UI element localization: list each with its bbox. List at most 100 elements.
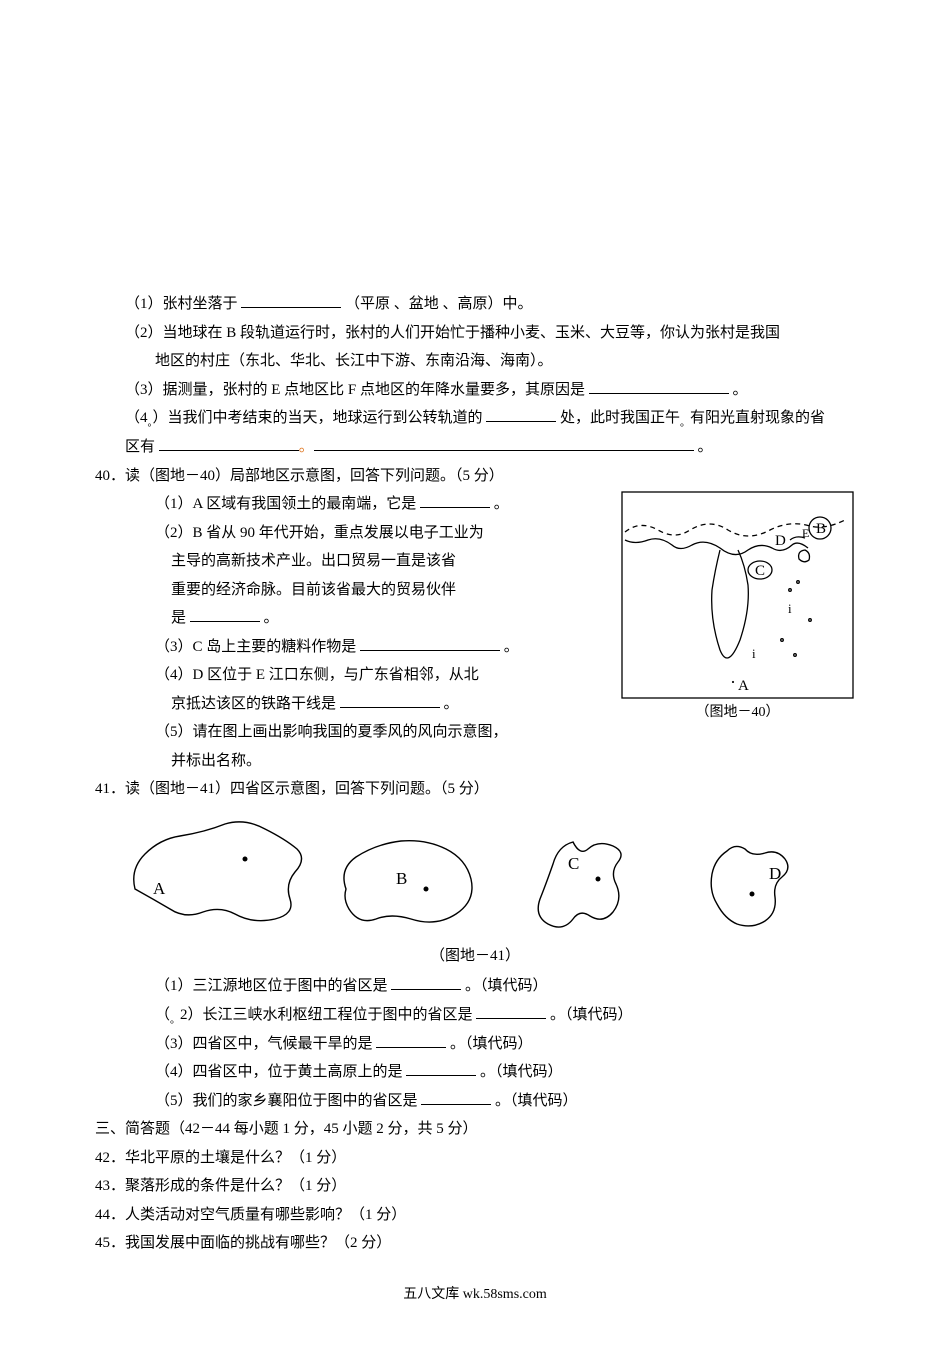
q41-sub4-blank	[406, 1061, 476, 1076]
q41-sub3: （3）四省区中，气候最干旱的是 。（填代码）	[95, 1030, 855, 1059]
q39-sub4-b-orange: 。	[299, 439, 314, 455]
q40-sub1-post: 。	[494, 496, 509, 512]
q40-textcol: （1）A 区域有我国领土的最南端，它是 。 （2）B 省从 90 年代开始，重点…	[95, 490, 606, 775]
q39-sub4-b: 区有 。 。	[95, 433, 855, 462]
map40-label-E: E	[802, 526, 809, 540]
q41-map-B: B	[330, 829, 482, 934]
q40-sub5-b: 并标出名称。	[95, 747, 606, 776]
q39-sub4-b-pre: 区有	[125, 439, 155, 455]
map-40-svg: B C D E i i · A	[620, 490, 855, 700]
q40-sub4-b-post: 。	[444, 696, 459, 712]
map-B-svg: B	[331, 829, 481, 934]
q41-sub5: （5）我们的家乡襄阳位于图中的省区是 。（填代码）	[95, 1087, 855, 1116]
q39-sub1: （1）张村坐落于 （平原 、盆地 、高原）中。	[95, 290, 855, 319]
q41-sub1-post: 。（填代码）	[465, 978, 548, 994]
q39-sub4-blank1	[486, 407, 556, 422]
q41-maps-row: A B C	[95, 804, 855, 938]
q39-sub1-post: （平原 、盆地 、高原）中。	[345, 296, 533, 312]
q40-sub2-b: 主导的高新技术产业。出口贸易一直是该省	[95, 547, 606, 576]
q41-sub2-blank	[476, 1003, 546, 1018]
map40-label-i1: i	[788, 601, 792, 616]
q39-sub2-b: 地区的村庄（东北、华北、长江中下游、东南沿海、海南）。	[95, 347, 855, 376]
map-A-svg: A	[125, 814, 310, 934]
q41-sub5-post: 。（填代码）	[495, 1093, 578, 1109]
q41-maps-caption: （图地－41）	[95, 938, 855, 973]
q41-sub2: （。2）长江三峡水利枢纽工程位于图中的省区是 。（填代码）	[95, 1001, 855, 1030]
q40-sub2-d-post: 。	[264, 610, 279, 626]
q39-sub4-b-post: 。	[698, 439, 713, 455]
q41-sub1-blank	[391, 975, 461, 990]
q39-sub3-pre: （3）据测量，张村的 E 点地区比 F 点地区的年降水量要多，其原因是	[125, 382, 585, 398]
q40-sub4-blank	[340, 692, 440, 707]
q41-sub4: （4）四省区中，位于黄土高原上的是 。（填代码）	[95, 1058, 855, 1087]
q41-map-A: A	[125, 814, 310, 934]
q41-map-C: C	[502, 834, 654, 934]
q43: 43．聚落形成的条件是什么？（1 分）	[95, 1172, 855, 1201]
map-C-label: C	[568, 854, 579, 873]
q41-sub3-post: 。（填代码）	[450, 1036, 533, 1052]
q40-sub2-d-pre: 是	[171, 610, 186, 626]
q40-sub2-c: 重要的经济命脉。目前该省最大的贸易伙伴	[95, 576, 606, 605]
q39-sub4-a-pre: （4	[125, 410, 148, 426]
q40-stem: 40．读（图地－40）局部地区示意图，回答下列问题。（5 分）	[95, 462, 855, 491]
q41-sub4-pre: （4）四省区中，位于黄土高原上的是	[155, 1064, 403, 1080]
q40-sub3-post: 。	[504, 639, 519, 655]
q41-sub1-pre: （1）三江源地区位于图中的省区是	[155, 978, 388, 994]
map-C-svg: C	[518, 834, 638, 934]
q39-sub4-a-mid: ）当我们中考结束的当天，地球运行到公转轨道的	[153, 410, 483, 426]
map40-label-C: C	[755, 563, 765, 579]
page-footer: 五八文库 wk.58sms.com	[95, 1258, 855, 1309]
q40-sub4-b-pre: 京抵达该区的铁路干线是	[171, 696, 336, 712]
q40-sub1-blank	[420, 493, 490, 508]
q41-map-D: D	[673, 839, 825, 934]
map40-label-i2: i	[752, 646, 756, 661]
q41-stem: 41．读（图地－41）四省区示意图，回答下列问题。（5 分）	[95, 775, 855, 804]
q41-sub2-post: 。（填代码）	[550, 1007, 633, 1023]
section3-heading: 三、简答题（42－44 每小题 1 分，45 小题 2 分，共 5 分）	[95, 1115, 855, 1144]
q41-sub2-pre-dot: 。	[170, 1015, 180, 1026]
q44: 44．人类活动对空气质量有哪些影响？（1 分）	[95, 1201, 855, 1230]
q41-sub2-pre-a: （	[155, 1007, 170, 1023]
q41-sub1: （1）三江源地区位于图中的省区是 。（填代码）	[95, 972, 855, 1001]
q40-sub3: （3）C 岛上主要的糖料作物是 。	[95, 633, 606, 662]
q39-sub4-blank2	[159, 436, 299, 451]
q39-sub1-blank	[241, 293, 341, 308]
q41-sub4-post: 。（填代码）	[480, 1064, 563, 1080]
q39-sub4-a-post: 处，此时我国正午	[560, 410, 680, 426]
q40-body: （1）A 区域有我国领土的最南端，它是 。 （2）B 省从 90 年代开始，重点…	[95, 490, 855, 775]
q40-sub1-pre: （1）A 区域有我国领土的最南端，它是	[155, 496, 416, 512]
q40-figure: B C D E i i · A （图地－40）	[620, 490, 855, 727]
q39-sub4-a: （4。）当我们中考结束的当天，地球运行到公转轨道的 处，此时我国正午。有阳光直射…	[95, 404, 855, 433]
q42: 42．华北平原的土壤是什么？（1 分）	[95, 1144, 855, 1173]
q41-sub3-blank	[376, 1032, 446, 1047]
q40-sub1: （1）A 区域有我国领土的最南端，它是 。	[95, 490, 606, 519]
q40-fig-caption: （图地－40）	[620, 700, 855, 727]
q41-sub5-blank	[421, 1089, 491, 1104]
q39-sub4-blank3	[314, 436, 694, 451]
map-A-label: A	[153, 879, 166, 898]
q40-sub4-b: 京抵达该区的铁路干线是 。	[95, 690, 606, 719]
q39-sub1-pre: （1）张村坐落于	[125, 296, 238, 312]
map40-label-D: D	[775, 533, 786, 549]
exam-page: （1）张村坐落于 （平原 、盆地 、高原）中。 （2）当地球在 B 段轨道运行时…	[0, 0, 950, 1368]
map-B-label: B	[396, 869, 407, 888]
q39-sub4-a-tail: 有阳光直射现象的省	[690, 410, 825, 426]
q40-sub3-pre: （3）C 岛上主要的糖料作物是	[155, 639, 356, 655]
q39-sub3-blank	[589, 378, 729, 393]
q40-sub2-blank	[190, 607, 260, 622]
q41-sub5-pre: （5）我们的家乡襄阳位于图中的省区是	[155, 1093, 418, 1109]
q40-sub3-blank	[360, 635, 500, 650]
map40-label-A-dot: ·	[730, 672, 736, 692]
map40-label-B: B	[816, 521, 826, 537]
map40-label-A: A	[738, 678, 749, 694]
q39-sub4-a-dot2: 。	[680, 418, 690, 429]
q40-sub5-a: （5）请在图上画出影响我国的夏季风的风向示意图，	[95, 718, 606, 747]
q40-sub2-a: （2）B 省从 90 年代开始，重点发展以电子工业为	[95, 519, 606, 548]
q39-sub2-a: （2）当地球在 B 段轨道运行时，张村的人们开始忙于播种小麦、玉米、大豆等，你认…	[95, 319, 855, 348]
q40-sub2-d: 是 。	[95, 604, 606, 633]
q40-sub4-a: （4）D 区位于 E 江口东侧，与广东省相邻，从北	[95, 661, 606, 690]
q41-sub2-pre-b: 2）长江三峡水利枢纽工程位于图中的省区是	[180, 1007, 473, 1023]
q45: 45．我国发展中面临的挑战有哪些？（2 分）	[95, 1229, 855, 1258]
q41-sub3-pre: （3）四省区中，气候最干旱的是	[155, 1036, 373, 1052]
map-D-svg: D	[697, 839, 802, 934]
